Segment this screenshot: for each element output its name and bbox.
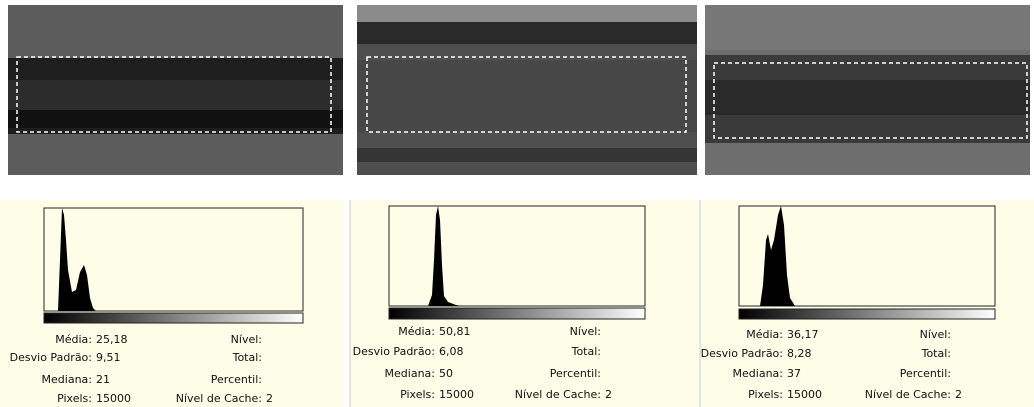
figure: Média: 25,18 Nível: Desvio Padrão: 9,51 Total… bbox=[0, 0, 1034, 407]
stat-value: 2 bbox=[955, 388, 962, 401]
weld-image-2 bbox=[357, 5, 697, 175]
stat-label: Média: bbox=[55, 333, 92, 346]
stat-value: 37 bbox=[787, 367, 801, 380]
stat-label: Mediana: bbox=[385, 367, 435, 380]
stat-label: Nível: bbox=[570, 325, 601, 338]
stat-value: 9,51 bbox=[96, 351, 121, 364]
stat-label: Total: bbox=[232, 351, 262, 364]
stat-label: Nível: bbox=[920, 328, 951, 341]
stat-label: Média: bbox=[746, 328, 783, 341]
stat-label: Desvio Padrão: bbox=[10, 351, 92, 364]
stat-value: 21 bbox=[96, 373, 110, 386]
stat-value: 15000 bbox=[787, 388, 822, 401]
stat-value: 50 bbox=[439, 367, 453, 380]
stat-label: Nível: bbox=[231, 333, 262, 346]
page: Média: 25,18 Nível: Desvio Padrão: 9,51 Total… bbox=[0, 0, 1034, 407]
stat-value: 2 bbox=[266, 392, 273, 405]
stat-label: Nível de Cache: bbox=[865, 388, 951, 401]
stat-value: 25,18 bbox=[96, 333, 128, 346]
stat-label: Desvio Padrão: bbox=[353, 345, 435, 358]
stat-value: 8,28 bbox=[787, 347, 812, 360]
stat-label: Percentil: bbox=[550, 367, 601, 380]
stat-value: 2 bbox=[605, 388, 612, 401]
stat-label: Pixels: bbox=[400, 388, 435, 401]
stat-label: Mediana: bbox=[733, 367, 783, 380]
stat-value: 15000 bbox=[96, 392, 131, 405]
stat-label: Percentil: bbox=[900, 367, 951, 380]
stat-label: Total: bbox=[921, 347, 951, 360]
stat-label: Nível de Cache: bbox=[515, 388, 601, 401]
stat-value: 15000 bbox=[439, 388, 474, 401]
stat-label: Média: bbox=[398, 325, 435, 338]
stat-value: 6,08 bbox=[439, 345, 464, 358]
stat-label: Nível de Cache: bbox=[176, 392, 262, 405]
stat-label: Pixels: bbox=[748, 388, 783, 401]
stat-value: 36,17 bbox=[787, 328, 819, 341]
stat-label: Total: bbox=[571, 345, 601, 358]
stat-value: 50,81 bbox=[439, 325, 471, 338]
weld-image-1 bbox=[8, 5, 343, 175]
stat-label: Desvio Padrão: bbox=[701, 347, 783, 360]
stat-label: Pixels: bbox=[57, 392, 92, 405]
stat-label: Mediana: bbox=[42, 373, 92, 386]
stat-label: Percentil: bbox=[211, 373, 262, 386]
weld-image-3 bbox=[705, 5, 1030, 175]
